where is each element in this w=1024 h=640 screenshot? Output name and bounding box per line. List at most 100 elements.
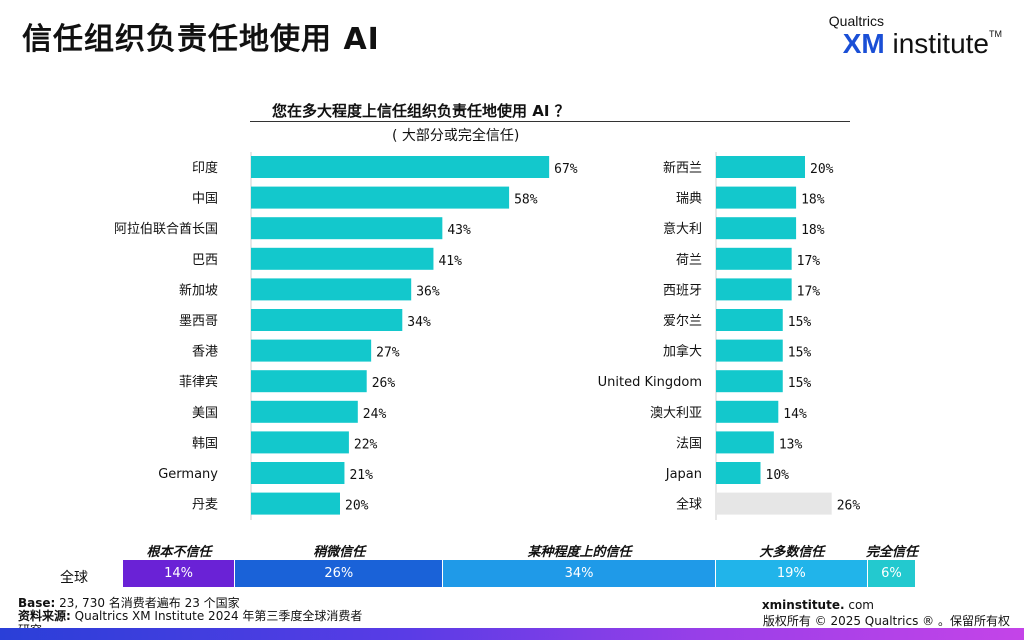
logo-institute-text: institute (884, 28, 989, 59)
right-category-label-6: 加拿大 (663, 344, 702, 360)
left-bar-8 (251, 400, 358, 423)
right-value-label-6: 15% (788, 346, 812, 361)
left-value-label-8: 24% (363, 407, 387, 422)
right-category-label-5: 爱尔兰 (663, 314, 702, 329)
distribution-segment-1: 26% (235, 560, 444, 587)
right-category-label-0: 新西兰 (663, 160, 702, 176)
right-bar-5 (716, 309, 783, 331)
right-value-label-5: 15% (788, 315, 812, 330)
left-category-label-6: 香港 (192, 345, 218, 360)
footer-url-bold: xminstitute. (761, 598, 845, 612)
left-category-label-2: 阿拉伯联合酋长国 (114, 221, 218, 237)
right-category-label-11: 全球 (676, 497, 702, 513)
right-category-label-9: 法国 (676, 436, 702, 451)
right-value-label-9: 13% (779, 437, 803, 452)
base-text: 23, 730 名消费者遍布 23 个国家 (59, 596, 240, 610)
scale-label-4: 完全信任 (865, 545, 918, 560)
chart-title-rule (250, 121, 850, 122)
right-bar-1 (716, 186, 797, 209)
base-label: Base: (18, 596, 56, 610)
left-bar-0 (251, 156, 550, 178)
right-value-label-1: 18% (801, 193, 825, 208)
left-value-label-5: 34% (407, 315, 431, 330)
scale-label-1: 稍微信任 (313, 545, 366, 560)
left-category-label-10: Germany (158, 467, 218, 482)
right-category-label-2: 意大利 (663, 221, 702, 237)
bottom-gradient-strip (0, 628, 1024, 640)
right-category-label-7: United Kingdom (598, 375, 702, 390)
right-category-label-4: 西班牙 (663, 283, 702, 298)
right-value-label-2: 18% (801, 223, 825, 238)
global-trust-distribution-bar: 14% 26% 34% 19% 6% (123, 560, 916, 587)
page-title: 信任组织负责任地使用 AI (22, 22, 380, 57)
right-bar-4 (716, 278, 792, 301)
left-bar-6 (251, 339, 372, 362)
footer-copyright: 版权所有 © 2025 Qualtrics ® 。保留所有权 (762, 614, 1010, 628)
chart-title: 您在多大程度上信任组织负责任地使用 AI ？ (272, 102, 570, 120)
distribution-segment-4: 6% (867, 560, 916, 587)
left-value-label-10: 21% (349, 468, 373, 483)
right-value-label-7: 15% (788, 376, 812, 391)
scale-label-0: 根本不信任 (146, 545, 212, 560)
distribution-segment-3: 19% (715, 560, 868, 587)
left-category-label-0: 印度 (192, 160, 218, 176)
left-value-label-0: 67% (554, 162, 578, 177)
logo-tm-mark: TM (989, 29, 1002, 39)
base-note: Base: 23, 730 名消费者遍布 23 个国家 (18, 594, 240, 611)
right-value-label-10: 10% (766, 468, 790, 483)
left-category-label-7: 菲律宾 (179, 374, 218, 390)
right-value-label-11: 26% (837, 499, 861, 514)
footer-url[interactable]: xminstitute. com (762, 598, 874, 612)
left-category-label-4: 新加坡 (179, 282, 218, 298)
left-value-label-4: 36% (416, 284, 440, 299)
right-value-label-0: 20% (810, 162, 834, 177)
right-value-label-3: 17% (797, 254, 821, 269)
right-bar-7 (716, 370, 783, 393)
left-value-label-11: 20% (345, 499, 369, 514)
right-category-label-1: 瑞典 (676, 192, 702, 207)
scale-label-2: 某种程度上的信任 (527, 545, 632, 560)
left-bar-7 (251, 370, 367, 393)
right-value-label-4: 17% (797, 284, 821, 299)
right-bar-11 (716, 492, 832, 515)
right-bar-3 (716, 247, 792, 270)
source-label: 资料来源: (18, 609, 71, 623)
left-value-label-2: 43% (447, 223, 471, 238)
right-category-label-3: 荷兰 (676, 253, 702, 268)
left-bar-9 (251, 431, 349, 454)
source-note: 资料来源: Qualtrics XM Institute 2024 年第三季度全… (18, 609, 368, 637)
right-bar-6 (716, 339, 783, 362)
right-bar-8 (716, 400, 779, 423)
right-bar-2 (716, 217, 797, 240)
left-category-label-11: 丹麦 (192, 498, 218, 513)
right-bar-9 (716, 431, 774, 454)
left-bar-11 (251, 492, 340, 515)
global-row-label: 全球 (60, 570, 88, 586)
left-value-label-1: 58% (514, 193, 538, 208)
left-value-label-6: 27% (376, 346, 400, 361)
footer-url-rest: com (848, 598, 874, 612)
chart-subtitle: ( 大部分或完全信任) (392, 128, 520, 144)
distribution-segment-0: 14% (123, 560, 236, 587)
left-category-label-8: 美国 (192, 406, 218, 421)
left-category-label-3: 巴西 (192, 253, 218, 268)
left-bar-1 (251, 186, 510, 209)
left-bar-10 (251, 462, 345, 484)
right-value-label-8: 14% (783, 407, 807, 422)
right-category-label-8: 澳大利亚 (650, 405, 702, 421)
logo-xm-text: XM (842, 28, 885, 59)
left-bar-4 (251, 278, 412, 301)
right-bar-10 (716, 462, 761, 484)
left-value-label-9: 22% (354, 437, 378, 452)
left-bar-5 (251, 309, 403, 331)
left-bar-2 (251, 217, 443, 240)
distribution-segment-2: 34% (443, 560, 716, 587)
scale-label-3: 大多数信任 (759, 545, 825, 560)
left-category-label-9: 韩国 (192, 436, 218, 451)
country-bar-charts: 印度 67% 中国 58% 阿拉伯联合酋长国 43% 巴西 41% 新加坡 36% 墨西哥 34% 香港… (114, 152, 861, 520)
logo-qualtrics-text: Qualtrics (828, 13, 884, 29)
left-value-label-3: 41% (438, 254, 462, 269)
xm-institute-logo: Qualtrics XM instituteTM (829, 14, 1002, 58)
right-bar-0 (716, 156, 805, 178)
left-category-label-1: 中国 (192, 192, 218, 207)
